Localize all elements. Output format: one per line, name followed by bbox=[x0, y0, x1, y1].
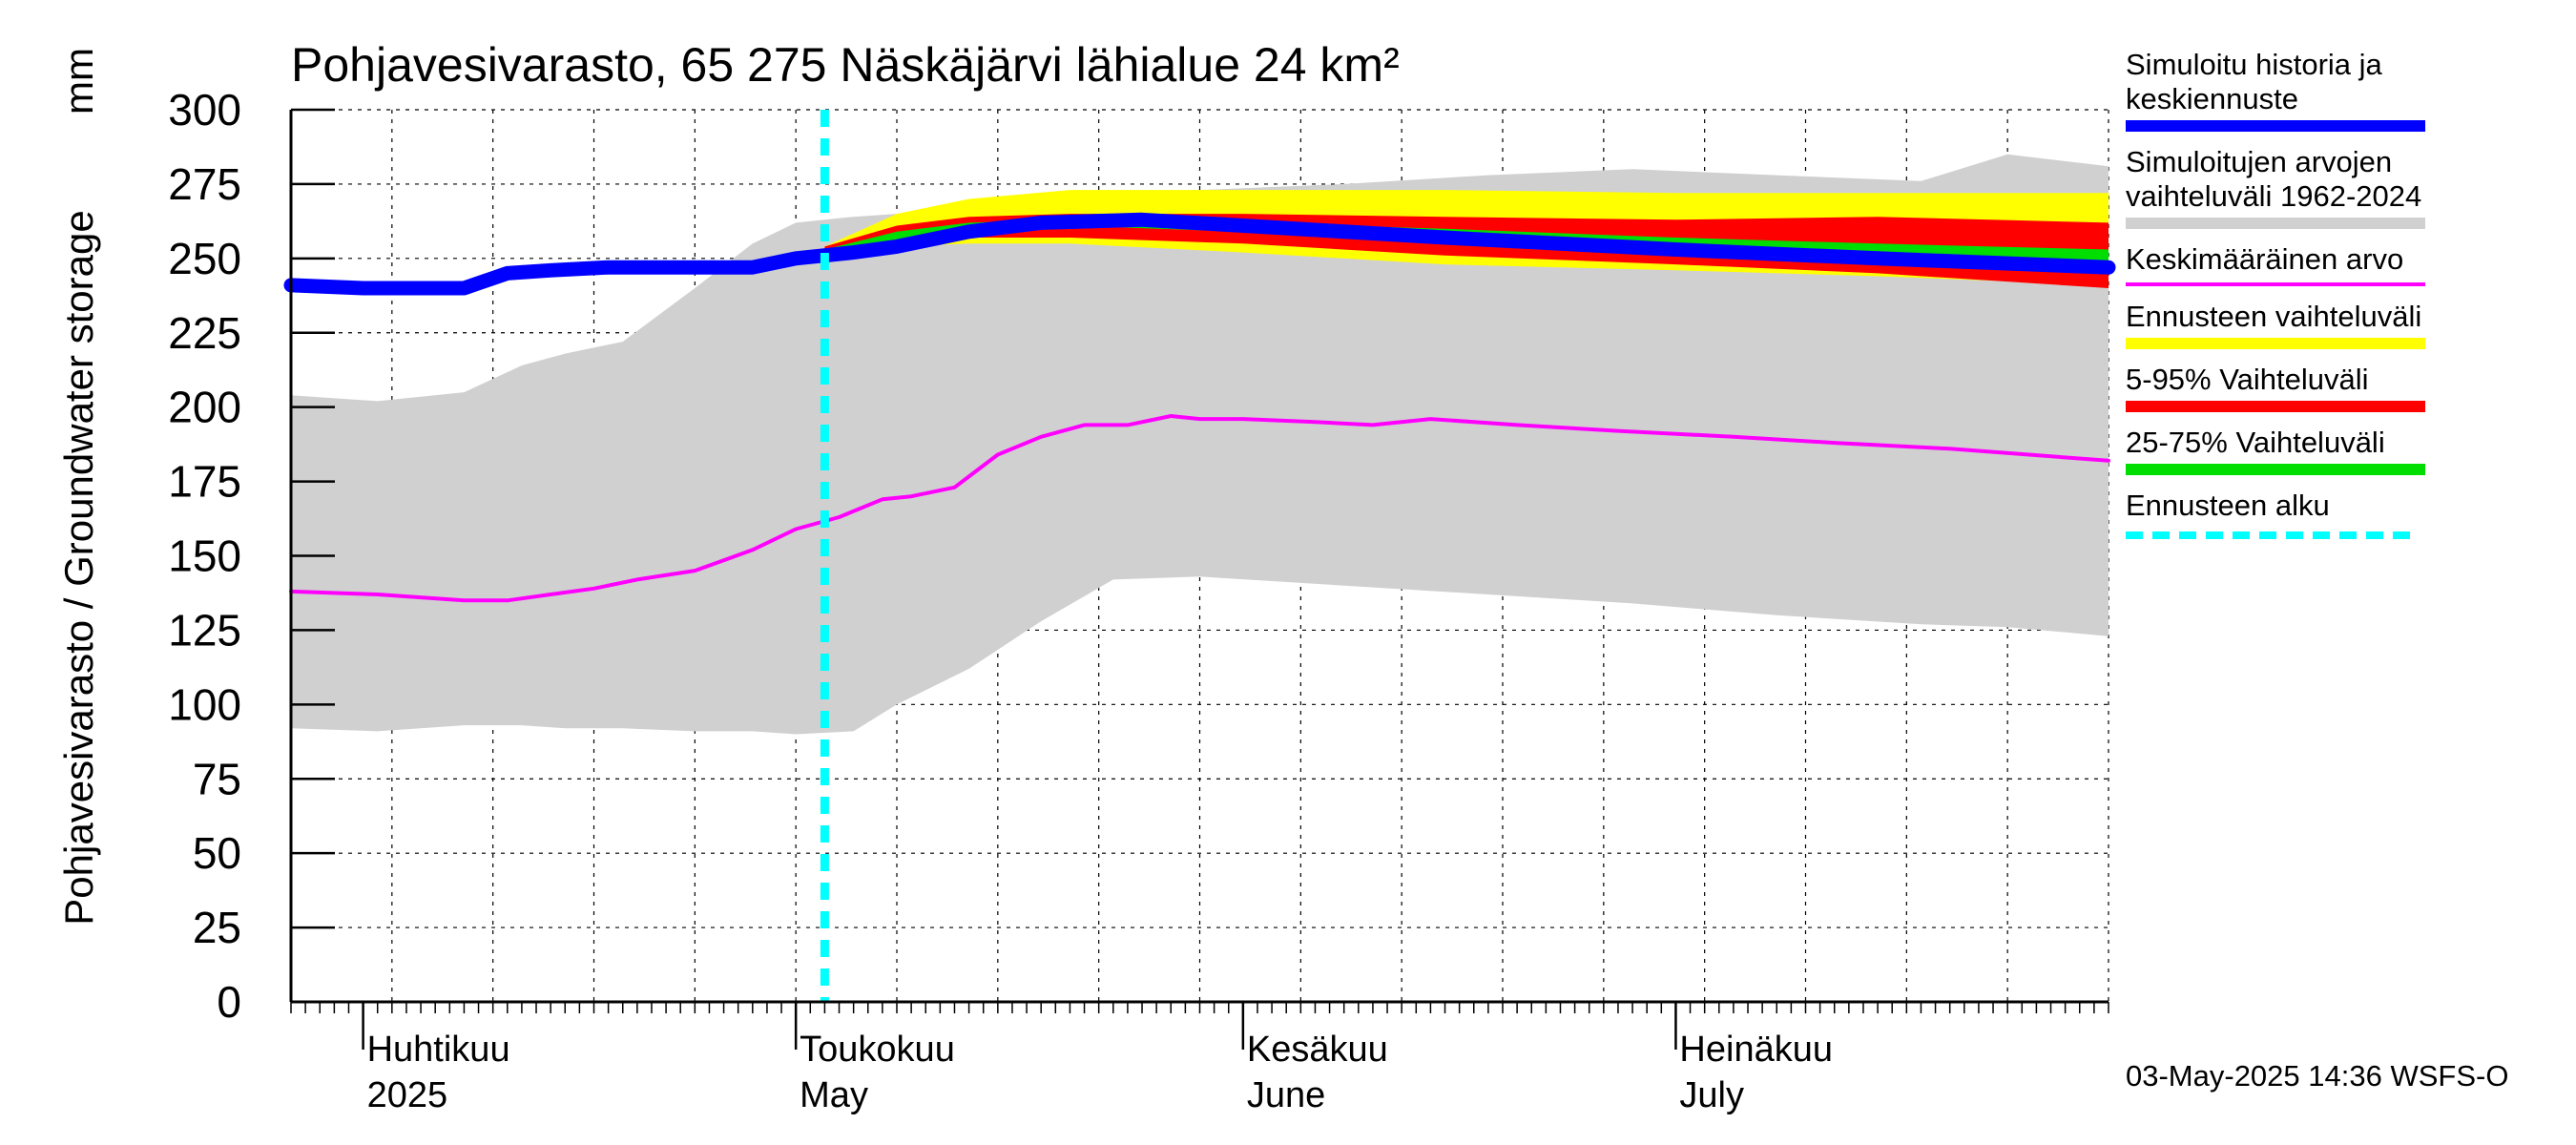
legend-label: 5-95% Vaihteluväli bbox=[2126, 363, 2369, 396]
legend-item-mean: Keskimääräinen arvo bbox=[2126, 242, 2574, 286]
axes bbox=[289, 108, 2109, 1050]
x-month-label: Toukokuu bbox=[800, 1030, 955, 1070]
x-month-label: Huhtikuu bbox=[367, 1030, 510, 1070]
y-axis-unit: mm bbox=[56, 48, 101, 114]
timestamp-footer: 03-May-2025 14:36 WSFS-O bbox=[2126, 1059, 2509, 1093]
x-month-sublabel: July bbox=[1679, 1075, 1744, 1115]
x-month-sublabel: May bbox=[800, 1075, 868, 1115]
legend-label: Keskimääräinen arvo bbox=[2126, 242, 2404, 276]
legend-label: Ennusteen alku bbox=[2126, 489, 2330, 522]
legend-label: Simuloitu historia ja keskiennuste bbox=[2126, 48, 2382, 115]
legend-swatch bbox=[2126, 401, 2425, 412]
y-tick-label: 50 bbox=[193, 828, 241, 878]
legend-swatch bbox=[2126, 527, 2425, 539]
y-tick-label: 200 bbox=[168, 383, 241, 432]
y-axis-label: Pohjavesivarasto / Groundwater storage bbox=[56, 210, 101, 925]
legend-item-forecast: Ennusteen vaihteluväli bbox=[2126, 300, 2574, 349]
y-tick-labels: 0 25 50 75 100 125 150 175 200 225 250 275 300 bbox=[168, 85, 241, 1027]
legend-item-start: Ennusteen alku bbox=[2126, 489, 2574, 539]
x-month-label: Heinäkuu bbox=[1679, 1030, 1833, 1070]
y-tick-label: 175 bbox=[168, 457, 241, 507]
chart-title: Pohjavesivarasto, 65 275 Näskäjärvi lähi… bbox=[291, 38, 1400, 92]
line-mean bbox=[289, 414, 2110, 603]
y-tick-label: 75 bbox=[193, 754, 241, 803]
x-month-label: Kesäkuu bbox=[1247, 1030, 1388, 1070]
legend-item-history: Simuloitu historia ja keskiennuste bbox=[2126, 48, 2574, 132]
y-tick-label: 150 bbox=[168, 531, 241, 581]
x-month-labels: Huhtikuu 2025 Toukokuu May Kesäkuu June Heinäk… bbox=[367, 1030, 1833, 1115]
line-history bbox=[283, 212, 2116, 296]
x-month-sublabel: June bbox=[1247, 1075, 1325, 1115]
y-tick-label: 275 bbox=[168, 159, 241, 209]
legend-swatch bbox=[2126, 338, 2425, 349]
legend-swatch bbox=[2126, 282, 2425, 286]
legend-item-p25_75: 25-75% Vaihteluväli bbox=[2126, 426, 2574, 475]
y-tick-label: 250 bbox=[168, 234, 241, 283]
y-tick-label: 25 bbox=[193, 903, 241, 952]
y-tick-label: 225 bbox=[168, 308, 241, 358]
y-tick-label: 100 bbox=[168, 679, 241, 729]
band-range bbox=[291, 154, 2109, 735]
line-layer bbox=[283, 110, 2116, 1002]
legend: Simuloitu historia ja keskiennuste Simulo… bbox=[2126, 48, 2574, 539]
legend-item-p5_95: 5-95% Vaihteluväli bbox=[2126, 363, 2574, 412]
legend-label: 25-75% Vaihteluväli bbox=[2126, 426, 2385, 459]
x-month-sublabel: 2025 bbox=[367, 1075, 448, 1115]
legend-swatch bbox=[2126, 120, 2425, 132]
band-p5_95 bbox=[824, 214, 2109, 288]
legend-label: Simuloitujen arvojen vaihteluväli 1962-2… bbox=[2126, 145, 2422, 213]
y-tick-label: 0 bbox=[217, 977, 241, 1027]
y-tick-label: 125 bbox=[168, 605, 241, 655]
legend-label: Ennusteen vaihteluväli bbox=[2126, 300, 2422, 333]
legend-item-range: Simuloitujen arvojen vaihteluväli 1962-2… bbox=[2126, 145, 2574, 229]
legend-swatch bbox=[2126, 464, 2425, 475]
legend-swatch bbox=[2126, 218, 2425, 229]
y-tick-label: 300 bbox=[168, 85, 241, 135]
